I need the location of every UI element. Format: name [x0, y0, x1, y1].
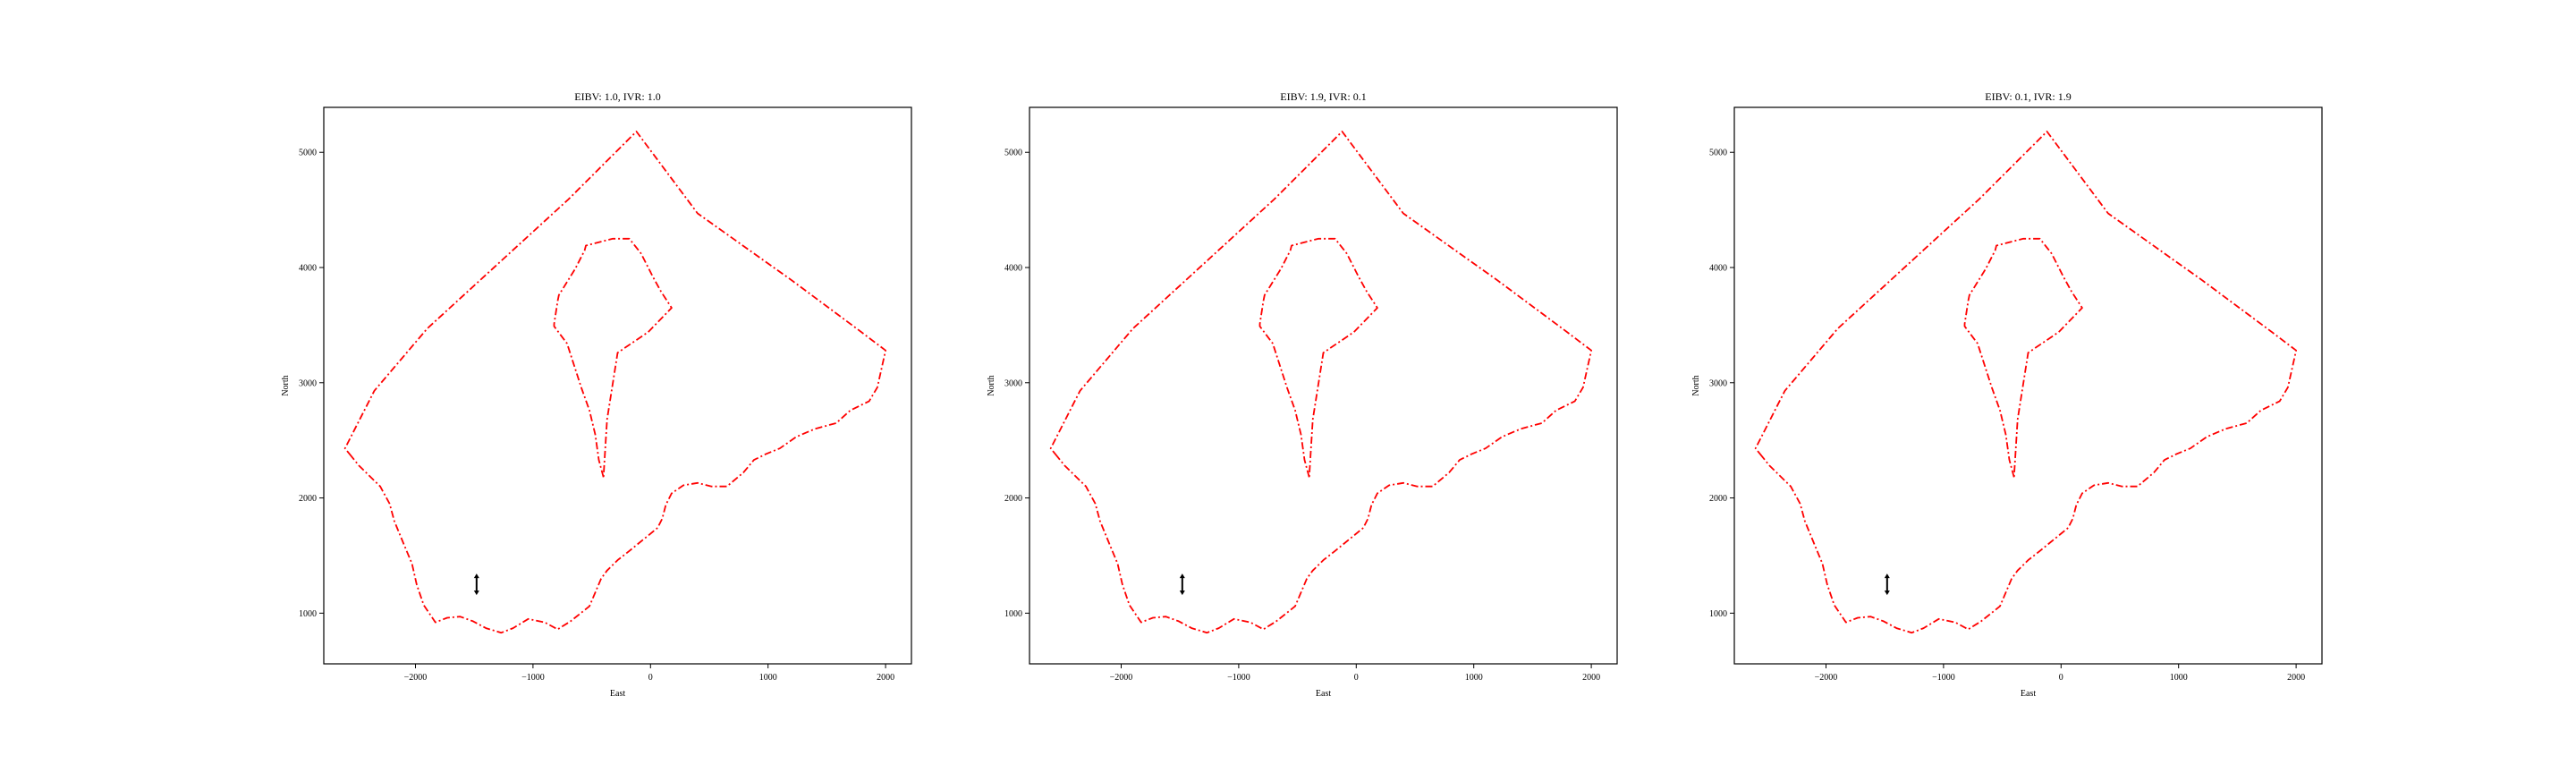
marker-arrowhead-up	[1179, 573, 1185, 579]
x-tick-label: −1000	[521, 673, 545, 683]
x-tick-label: 1000	[1465, 673, 1483, 683]
axes-frame	[1029, 106, 1618, 665]
double-arrow-marker	[473, 573, 479, 596]
x-tick-label: −1000	[1227, 673, 1250, 683]
chart-title: EIBV: 0.1, IVR: 1.9	[1985, 90, 2071, 103]
y-tick-label: 5000	[1709, 149, 1727, 158]
x-tick-label: −1000	[1932, 673, 1955, 683]
chart-panel-1: EIBV: 1.0, IVR: 1.0 −2000 −1000 0 1000 2000 10…	[281, 90, 912, 699]
y-tick-label: 5000	[1004, 149, 1022, 158]
y-tick-label: 4000	[299, 264, 317, 274]
y-tick-label: 2000	[1709, 494, 1727, 504]
chart-title: EIBV: 1.0, IVR: 1.0	[574, 90, 660, 103]
y-tick-label: 1000	[299, 609, 317, 619]
x-tick-label: 1000	[2170, 673, 2188, 683]
x-tick-label: 2000	[2287, 673, 2305, 683]
y-tick-label: 1000	[1709, 609, 1727, 619]
y-axis-label: North	[987, 375, 996, 395]
marker-arrowhead-down	[1884, 590, 1890, 596]
y-tick-label: 2000	[299, 494, 317, 504]
boundary-series-2	[553, 237, 673, 478]
y-axis-label: North	[1691, 375, 1701, 395]
x-tick-label: −2000	[1815, 673, 1838, 683]
double-arrow-marker	[1179, 573, 1185, 596]
marker-arrowhead-up	[473, 573, 479, 579]
y-tick-label: 3000	[299, 378, 317, 388]
x-tick-label: 0	[1354, 673, 1359, 683]
y-tick-label: 4000	[1004, 264, 1022, 274]
x-tick-label: −2000	[1110, 673, 1133, 683]
x-axis-label: East	[1316, 689, 1331, 699]
marker-arrowhead-up	[1884, 573, 1890, 579]
y-tick-label: 2000	[1004, 494, 1022, 504]
marker-arrowhead-down	[1179, 590, 1185, 596]
x-tick-label: −2000	[404, 673, 428, 683]
chart-panel-2: EIBV: 1.9, IVR: 0.1 −2000 −1000 0 1000 2000 10…	[987, 90, 1618, 699]
x-tick-label: 2000	[877, 673, 894, 683]
x-tick-label: 0	[648, 673, 653, 683]
marker-arrowhead-down	[473, 590, 479, 596]
chart-title: EIBV: 1.9, IVR: 0.1	[1280, 90, 1366, 103]
boundary-series-1	[1754, 131, 2298, 634]
y-tick-label: 3000	[1709, 378, 1727, 388]
x-tick-label: 1000	[759, 673, 777, 683]
x-axis-label: East	[610, 689, 625, 699]
double-arrow-marker	[1884, 573, 1890, 596]
y-tick-label: 4000	[1709, 264, 1727, 274]
y-tick-label: 1000	[1004, 609, 1022, 619]
boundary-series-2	[1963, 237, 2083, 478]
y-tick-label: 3000	[1004, 378, 1022, 388]
chart-panel-3: EIBV: 0.1, IVR: 1.9 −2000 −1000 0 1000 2000 10…	[1691, 90, 2323, 699]
x-axis-label: East	[2021, 689, 2036, 699]
axes-frame	[1733, 106, 2323, 665]
y-axis-label: North	[281, 375, 291, 395]
boundary-series-2	[1258, 237, 1378, 478]
x-tick-label: 2000	[1582, 673, 1600, 683]
y-tick-label: 5000	[299, 149, 317, 158]
axes-frame	[323, 106, 912, 665]
boundary-series-1	[1049, 131, 1592, 634]
x-tick-label: 0	[2059, 673, 2063, 683]
boundary-series-1	[343, 131, 886, 634]
